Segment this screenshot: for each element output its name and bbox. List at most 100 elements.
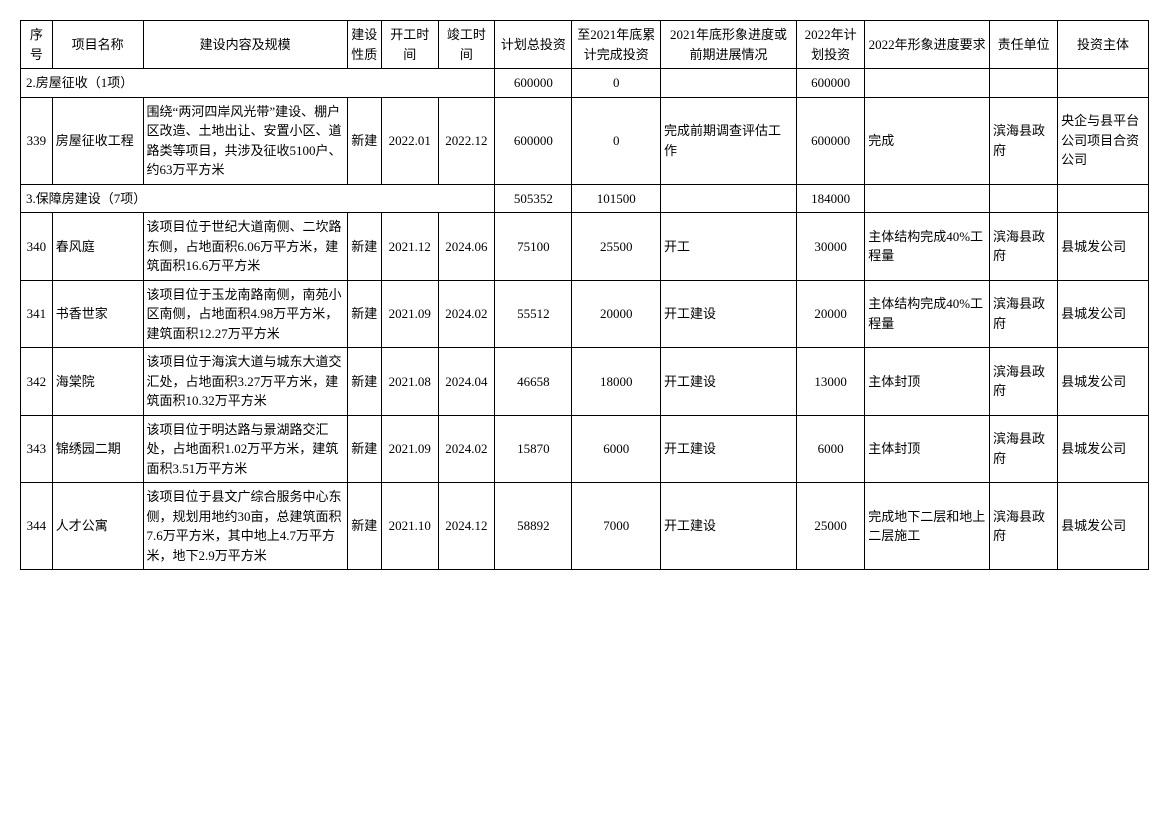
- section-row: 2.房屋征收（1项） 600000 0 600000: [21, 69, 1149, 98]
- cell-resp: 滨海县政府: [990, 348, 1058, 416]
- cell-req2022: 完成: [865, 97, 990, 184]
- cell-seq: 342: [21, 348, 53, 416]
- cell-cum: 7000: [572, 483, 661, 570]
- cell-resp: 滨海县政府: [990, 213, 1058, 281]
- section-cum: 0: [572, 69, 661, 98]
- cell-content: 该项目位于明达路与景湖路交汇处，占地面积1.02万平方米，建筑面积3.51万平方…: [143, 415, 347, 483]
- header-invest: 投资主体: [1058, 21, 1149, 69]
- cell-prog2021: 开工建设: [660, 483, 796, 570]
- cell-seq: 344: [21, 483, 53, 570]
- cell-total: 600000: [495, 97, 572, 184]
- cell-end: 2024.02: [438, 280, 495, 348]
- cell-end: 2024.04: [438, 348, 495, 416]
- section-label: 2.房屋征收（1项）: [21, 69, 495, 98]
- header-seq: 序号: [21, 21, 53, 69]
- cell-nature: 新建: [347, 280, 381, 348]
- cell-total: 15870: [495, 415, 572, 483]
- cell-plan2022: 6000: [797, 415, 865, 483]
- cell-name: 海棠院: [52, 348, 143, 416]
- cell-start: 2021.12: [381, 213, 438, 281]
- cell-cum: 20000: [572, 280, 661, 348]
- cell-name: 房屋征收工程: [52, 97, 143, 184]
- cell-resp: 滨海县政府: [990, 97, 1058, 184]
- section-total: 600000: [495, 69, 572, 98]
- section-plan2022: 600000: [797, 69, 865, 98]
- table-row: 342 海棠院 该项目位于海滨大道与城东大道交汇处，占地面积3.27万平方米，建…: [21, 348, 1149, 416]
- section-empty: [660, 69, 796, 98]
- cell-cum: 6000: [572, 415, 661, 483]
- table-row: 341 书香世家 该项目位于玉龙南路南侧，南苑小区南侧，占地面积4.98万平方米…: [21, 280, 1149, 348]
- header-plan2022: 2022年计划投资: [797, 21, 865, 69]
- cell-total: 55512: [495, 280, 572, 348]
- cell-req2022: 主体封顶: [865, 348, 990, 416]
- cell-name: 春风庭: [52, 213, 143, 281]
- cell-start: 2021.09: [381, 280, 438, 348]
- cell-prog2021: 完成前期调查评估工作: [660, 97, 796, 184]
- cell-req2022: 主体结构完成40%工程量: [865, 213, 990, 281]
- cell-seq: 339: [21, 97, 53, 184]
- cell-invest: 县城发公司: [1058, 415, 1149, 483]
- cell-nature: 新建: [347, 348, 381, 416]
- cell-invest: 县城发公司: [1058, 280, 1149, 348]
- cell-end: 2024.02: [438, 415, 495, 483]
- cell-plan2022: 13000: [797, 348, 865, 416]
- cell-content: 该项目位于世纪大道南侧、二坎路东侧，占地面积6.06万平方米，建筑面积16.6万…: [143, 213, 347, 281]
- cell-invest: 县城发公司: [1058, 348, 1149, 416]
- cell-start: 2022.01: [381, 97, 438, 184]
- cell-end: 2024.12: [438, 483, 495, 570]
- section-cum: 101500: [572, 184, 661, 213]
- cell-name: 人才公寓: [52, 483, 143, 570]
- header-content: 建设内容及规模: [143, 21, 347, 69]
- cell-resp: 滨海县政府: [990, 483, 1058, 570]
- cell-content: 围绕“两河四岸风光带”建设、棚户区改造、土地出让、安置小区、道路类等项目，共涉及…: [143, 97, 347, 184]
- cell-start: 2021.10: [381, 483, 438, 570]
- cell-nature: 新建: [347, 213, 381, 281]
- header-name: 项目名称: [52, 21, 143, 69]
- section-empty: [660, 184, 796, 213]
- cell-req2022: 完成地下二层和地上二层施工: [865, 483, 990, 570]
- table-row: 339 房屋征收工程 围绕“两河四岸风光带”建设、棚户区改造、土地出让、安置小区…: [21, 97, 1149, 184]
- cell-prog2021: 开工: [660, 213, 796, 281]
- section-row: 3.保障房建设（7项） 505352 101500 184000: [21, 184, 1149, 213]
- cell-total: 46658: [495, 348, 572, 416]
- cell-plan2022: 600000: [797, 97, 865, 184]
- cell-nature: 新建: [347, 483, 381, 570]
- header-cum: 至2021年底累计完成投资: [572, 21, 661, 69]
- header-nature: 建设性质: [347, 21, 381, 69]
- header-resp: 责任单位: [990, 21, 1058, 69]
- table-row: 343 锦绣园二期 该项目位于明达路与景湖路交汇处，占地面积1.02万平方米，建…: [21, 415, 1149, 483]
- table-row: 340 春风庭 该项目位于世纪大道南侧、二坎路东侧，占地面积6.06万平方米，建…: [21, 213, 1149, 281]
- cell-total: 75100: [495, 213, 572, 281]
- section-empty: [865, 184, 990, 213]
- cell-start: 2021.08: [381, 348, 438, 416]
- cell-content: 该项目位于海滨大道与城东大道交汇处，占地面积3.27万平方米，建筑面积10.32…: [143, 348, 347, 416]
- cell-content: 该项目位于县文广综合服务中心东侧，规划用地约30亩，总建筑面积7.6万平方米，其…: [143, 483, 347, 570]
- table-row: 344 人才公寓 该项目位于县文广综合服务中心东侧，规划用地约30亩，总建筑面积…: [21, 483, 1149, 570]
- cell-seq: 340: [21, 213, 53, 281]
- header-prog2021: 2021年底形象进度或前期进展情况: [660, 21, 796, 69]
- cell-cum: 0: [572, 97, 661, 184]
- cell-resp: 滨海县政府: [990, 415, 1058, 483]
- section-empty: [1058, 184, 1149, 213]
- cell-invest: 央企与县平台公司项目合资公司: [1058, 97, 1149, 184]
- section-empty: [865, 69, 990, 98]
- cell-req2022: 主体封顶: [865, 415, 990, 483]
- cell-resp: 滨海县政府: [990, 280, 1058, 348]
- cell-seq: 341: [21, 280, 53, 348]
- cell-prog2021: 开工建设: [660, 280, 796, 348]
- cell-plan2022: 20000: [797, 280, 865, 348]
- table-header: 序号 项目名称 建设内容及规模 建设性质 开工时间 竣工时间 计划总投资 至20…: [21, 21, 1149, 69]
- cell-cum: 18000: [572, 348, 661, 416]
- section-plan2022: 184000: [797, 184, 865, 213]
- cell-total: 58892: [495, 483, 572, 570]
- cell-prog2021: 开工建设: [660, 415, 796, 483]
- cell-cum: 25500: [572, 213, 661, 281]
- cell-content: 该项目位于玉龙南路南侧，南苑小区南侧，占地面积4.98万平方米，建筑面积12.2…: [143, 280, 347, 348]
- cell-plan2022: 25000: [797, 483, 865, 570]
- header-end: 竣工时间: [438, 21, 495, 69]
- cell-nature: 新建: [347, 97, 381, 184]
- cell-nature: 新建: [347, 415, 381, 483]
- cell-plan2022: 30000: [797, 213, 865, 281]
- cell-invest: 县城发公司: [1058, 213, 1149, 281]
- header-total: 计划总投资: [495, 21, 572, 69]
